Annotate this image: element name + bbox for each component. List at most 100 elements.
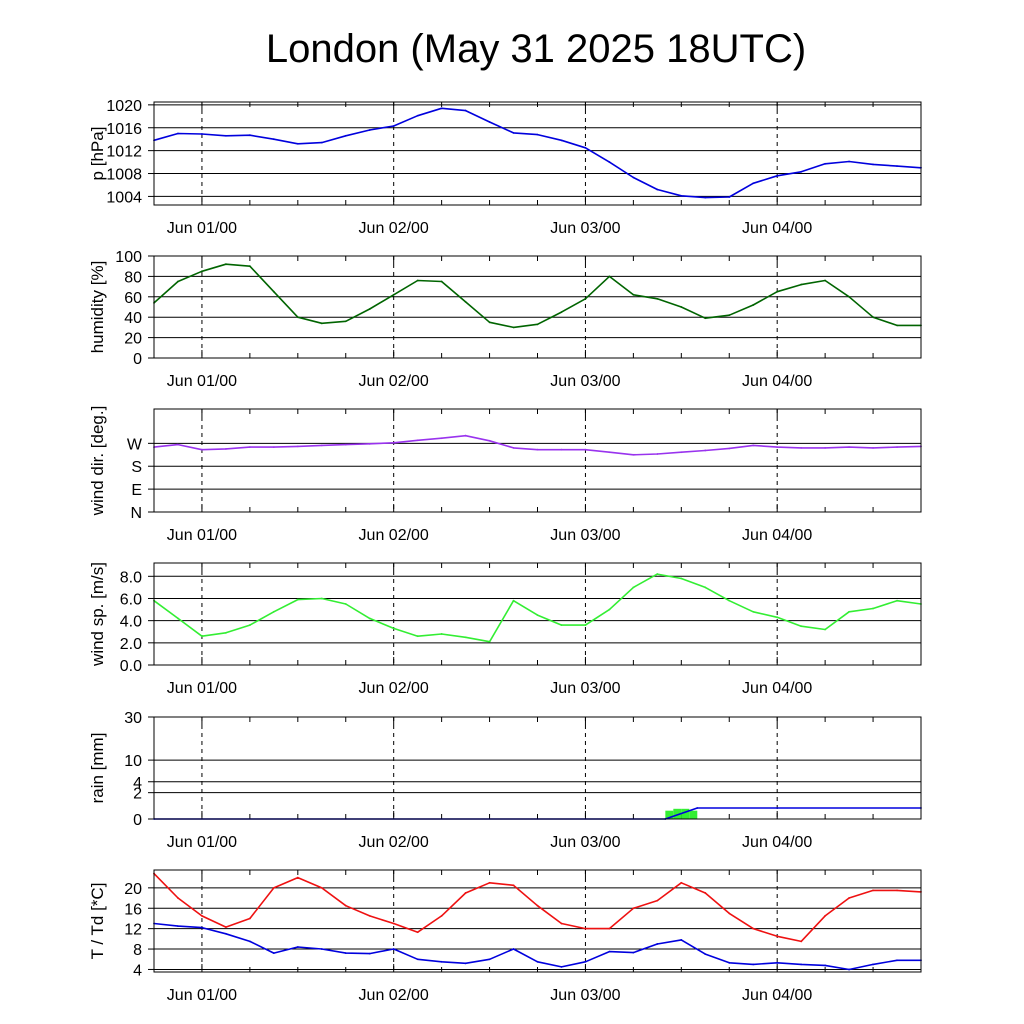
data-point <box>704 586 707 589</box>
panel-6: 20 16 12 8 4 Jun 01/00 Jun 02/00 Jun 03/00 Jun 0… <box>88 869 922 1004</box>
data-point <box>632 907 635 910</box>
data-point <box>464 962 467 965</box>
y-axis-label: humidity [%] <box>88 261 107 354</box>
data-point <box>296 876 299 879</box>
data-point <box>584 448 587 451</box>
data-point <box>680 577 683 580</box>
x-tick-label: Jun 03/00 <box>550 834 620 851</box>
y-tick-label: 4 <box>133 775 142 792</box>
data-point <box>656 943 659 945</box>
panel-frame <box>153 869 922 973</box>
data-point <box>680 881 683 884</box>
series-line-1 <box>153 263 921 329</box>
data-point <box>800 625 803 628</box>
data-point <box>536 960 539 963</box>
data-point <box>392 922 395 925</box>
data-point <box>584 960 587 963</box>
data-point <box>177 925 179 927</box>
data-point <box>752 610 755 613</box>
data-point <box>680 306 683 308</box>
data-point <box>416 114 419 117</box>
y-tick-label: 4.0 <box>120 614 142 631</box>
data-point <box>416 635 419 638</box>
data-point <box>656 453 659 455</box>
y-tick-label: 0.0 <box>120 658 142 675</box>
panel-frame <box>153 101 922 206</box>
x-tick-label: Jun 03/00 <box>550 680 620 697</box>
x-tick-label: Jun 04/00 <box>742 220 812 237</box>
data-point <box>296 445 299 448</box>
data-point <box>225 134 227 137</box>
data-point <box>656 573 659 575</box>
data-point <box>848 897 850 899</box>
data-point <box>560 624 563 626</box>
x-tick-label: Jun 01/00 <box>167 680 237 697</box>
y-tick-label: 1020 <box>106 98 142 115</box>
data-point <box>177 617 179 620</box>
data-point <box>872 607 874 610</box>
data-point <box>296 946 299 948</box>
data-point <box>752 963 755 966</box>
data-point <box>776 935 779 938</box>
data-point <box>824 162 827 165</box>
data-point <box>896 599 898 602</box>
data-point <box>824 964 827 967</box>
y-tick-label: 40 <box>124 310 142 327</box>
data-point <box>440 437 443 440</box>
data-point <box>680 194 683 197</box>
y-tick-label: W <box>127 436 143 453</box>
y-tick-label: 20 <box>124 331 142 348</box>
data-point <box>728 447 731 450</box>
data-point <box>464 892 467 894</box>
data-point <box>464 434 467 437</box>
y-axis-label: T / Td [*C] <box>88 883 107 960</box>
panel-4: 8.0 6.0 4.0 2.0 0.0 Jun 01/00 Jun 02/00 Jun 03/… <box>88 562 922 697</box>
data-point <box>272 952 275 955</box>
data-point <box>776 174 779 177</box>
y-tick-label: 8 <box>133 942 142 959</box>
x-tick-label: Jun 02/00 <box>359 834 429 851</box>
data-point <box>392 293 395 296</box>
data-point <box>896 889 898 892</box>
data-point <box>824 447 827 449</box>
data-point <box>488 439 491 442</box>
data-point <box>512 884 515 887</box>
data-point <box>848 295 850 298</box>
data-point <box>680 451 683 454</box>
data-point <box>680 938 683 941</box>
panel-frame <box>153 562 922 666</box>
data-point <box>848 446 850 449</box>
data-point <box>488 958 491 961</box>
data-point <box>584 624 587 626</box>
data-point <box>848 160 850 163</box>
data-point <box>368 308 371 310</box>
data-point <box>248 134 251 137</box>
data-point <box>344 134 347 137</box>
data-point <box>201 635 203 638</box>
data-point <box>800 447 803 449</box>
y-tick-label: N <box>130 505 142 522</box>
data-point <box>320 948 323 950</box>
rain-bar <box>681 808 690 819</box>
data-point <box>656 297 659 300</box>
data-point <box>368 915 371 917</box>
data-point <box>632 453 635 456</box>
data-point <box>440 633 443 635</box>
panel-5: 30 10 42 0 Jun 01/00 Jun 02/00 Jun 03/00 Jun 04… <box>88 710 922 851</box>
data-point <box>296 598 299 601</box>
data-point <box>225 926 227 929</box>
series-line-1 <box>153 434 922 456</box>
y-axis-label: wind sp. [m/s] <box>88 562 107 667</box>
data-point <box>344 603 347 605</box>
x-tick-label: Jun 02/00 <box>359 527 429 544</box>
data-point <box>584 297 587 300</box>
data-point <box>752 927 755 930</box>
y-tick-label: 8.0 <box>120 569 142 586</box>
data-point <box>704 892 707 894</box>
y-tick-label: 1016 <box>106 121 142 138</box>
data-point <box>248 940 251 943</box>
data-point <box>536 448 539 451</box>
data-point <box>536 323 539 326</box>
data-point <box>704 196 707 199</box>
